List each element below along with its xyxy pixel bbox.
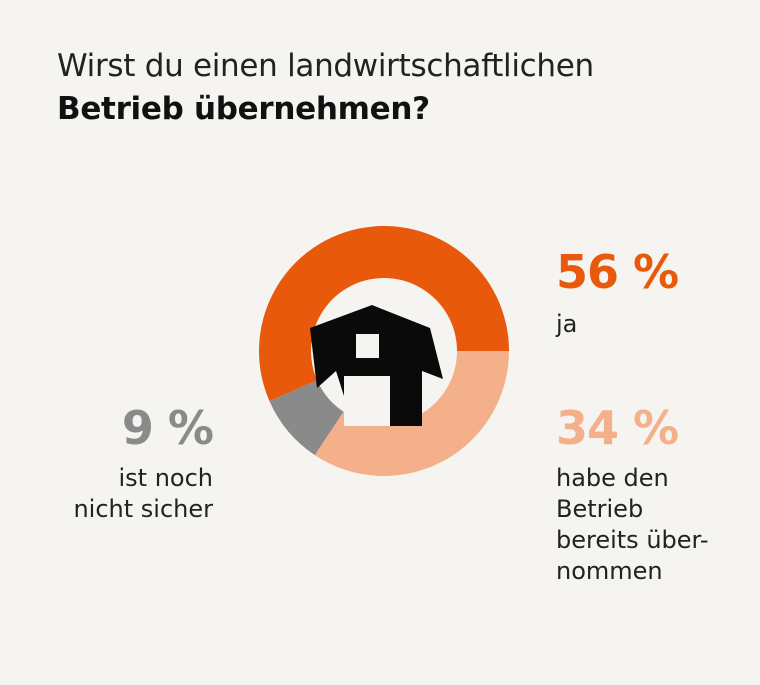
chart-title-line-2: Betrieb übernehmen? <box>57 91 430 127</box>
unsicher-description: ist noch nicht sicher <box>40 463 213 525</box>
unsicher-description-line-1: ist noch <box>118 464 213 492</box>
ja-description: ja <box>556 310 578 338</box>
ja-percent-label: 56 % <box>556 245 679 299</box>
chart-title-line-1: Wirst du einen landwirtschaftlichen <box>57 48 594 84</box>
unsicher-description-line-2: nicht sicher <box>73 495 213 523</box>
slice-unsicher <box>269 380 344 456</box>
bereits-description: habe den Betrieb bereits über- nommen <box>556 463 709 587</box>
bereits-description-line-1: habe den <box>556 464 669 492</box>
bereits-description-line-4: nommen <box>556 557 663 585</box>
slice-bereits <box>314 351 509 476</box>
unsicher-percent-label: 9 % <box>121 401 214 455</box>
bereits-percent-label: 34 % <box>556 401 679 455</box>
bereits-description-line-2: Betrieb <box>556 495 644 523</box>
barn-icon <box>310 305 443 426</box>
slice-ja <box>259 225 509 402</box>
bereits-description-line-3: bereits über- <box>556 526 709 554</box>
